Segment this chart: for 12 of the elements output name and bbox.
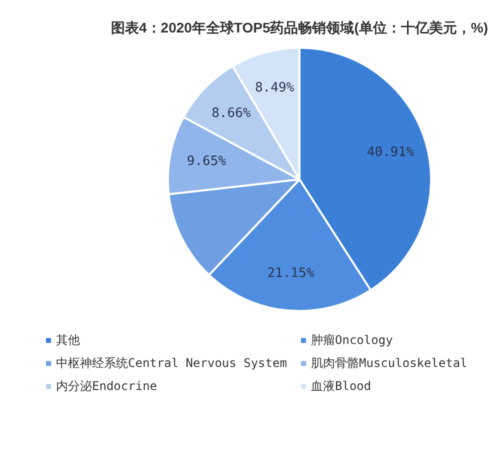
legend-label: 肿瘤Oncology [311, 332, 393, 349]
legend-label: 血液Blood [311, 378, 372, 395]
legend-label: 内分泌Endocrine [56, 378, 158, 395]
data-label: 40.91% [366, 145, 414, 160]
chart-title: 图表4：2020年全球TOP5药品畅销领域(单位：十亿美元，%) [110, 19, 488, 36]
data-label: 21.15% [267, 266, 314, 282]
data-label: 8.66% [212, 106, 251, 122]
data-label: 8.49% [254, 80, 294, 96]
legend-label: 其他 [56, 332, 80, 349]
legend-label: 肌肉骨骼Musculoskeletal [311, 355, 468, 372]
data-label: 9.65% [186, 154, 226, 169]
legend-label: 中枢神经系统Central Nervous System [56, 355, 287, 372]
